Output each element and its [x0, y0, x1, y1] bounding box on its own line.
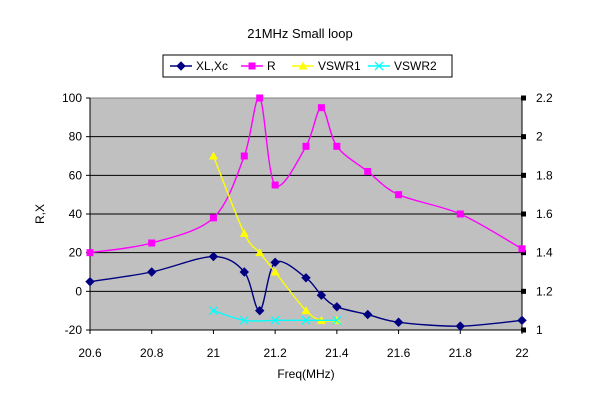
legend-swatch-marker [248, 62, 256, 70]
data-point-xl-xc [455, 321, 465, 331]
y2-tick-label: 2.2 [536, 91, 553, 105]
legend-swatch-marker [374, 61, 384, 71]
legend-swatch-marker [298, 61, 308, 70]
data-point-r [395, 191, 403, 199]
x-tick-label: 22 [515, 346, 529, 360]
legend-entry-xl-xc: XL,Xc [170, 59, 228, 73]
data-point-xl-xc [316, 290, 327, 300]
y2-tick-mark [521, 95, 526, 101]
x-axis-title: Freq(MHz) [277, 367, 334, 381]
data-point-r [364, 167, 372, 175]
data-point-r [209, 214, 217, 222]
y2-tick-mark [521, 172, 526, 178]
x-tick-label: 20.6 [78, 346, 102, 360]
gridlines [90, 136, 522, 292]
x-tick-label: 21.4 [325, 346, 349, 360]
data-point-vswr1 [239, 228, 249, 237]
data-point-xl-xc [332, 302, 342, 312]
y-tick-label: -20 [65, 323, 83, 337]
x-axis-ticks: 20.6 20.8 21 21.2 21.4 21.6 21.8 22 [78, 330, 529, 360]
data-point-r [271, 181, 279, 189]
legend-label: VSWR2 [394, 59, 437, 73]
data-point-xl-xc [239, 267, 249, 277]
legend-label: XL,Xc [196, 59, 228, 73]
data-point-xl-xc [393, 317, 404, 327]
y2-tick-mark [521, 250, 526, 256]
legend: XL,Xc R VSWR1 VSWR2 [162, 54, 453, 78]
data-point-xl-xc [85, 276, 95, 287]
y2-tick-label: 1.8 [536, 168, 553, 182]
data-point-vswr1 [301, 306, 311, 315]
y2-tick-label: 1.2 [536, 284, 553, 298]
data-point-xl-xc [208, 251, 219, 262]
x-tick-label: 21.6 [387, 346, 411, 360]
series-r [86, 94, 526, 257]
data-point-r [86, 249, 94, 257]
data-point-r [333, 142, 341, 150]
y2-tick-mark [521, 327, 526, 333]
data-point-vswr2 [301, 315, 311, 325]
data-point-r [148, 239, 156, 247]
data-point-r [317, 104, 325, 112]
series-xl-xc [85, 251, 527, 331]
data-point-vswr2 [332, 315, 342, 325]
data-point-r [456, 210, 464, 218]
legend-swatch-marker [176, 61, 186, 71]
x-tick-label: 21.2 [263, 346, 287, 360]
y-axis-right-ticks: 1 1.2 1.4 1.6 1.8 2 2.2 [521, 91, 553, 337]
data-point-xl-xc [255, 305, 265, 316]
y2-tick-label: 1.4 [536, 246, 553, 260]
series-layer [85, 94, 527, 331]
data-point-vswr2 [270, 315, 280, 325]
y-tick-label: 20 [69, 246, 83, 260]
y-axis-left-ticks: -20 0 20 40 60 80 100 [62, 91, 90, 337]
y2-tick-label: 2 [536, 130, 543, 144]
y2-tick-mark [521, 134, 526, 140]
data-point-xl-xc [363, 309, 373, 320]
legend-entry-vswr2: VSWR2 [368, 59, 437, 73]
x-tick-label: 20.8 [140, 346, 164, 360]
data-point-xl-xc [147, 267, 157, 277]
legend-label: VSWR1 [318, 59, 361, 73]
y2-tick-label: 1.6 [536, 207, 553, 221]
y-tick-label: 100 [62, 91, 82, 105]
y2-tick-mark [521, 288, 526, 294]
y-tick-label: 0 [75, 284, 82, 298]
legend-entry-r: R [241, 59, 276, 73]
data-point-xl-xc [270, 257, 280, 268]
data-point-r [518, 245, 526, 253]
data-point-vswr2 [239, 315, 249, 325]
legend-label: R [267, 59, 276, 73]
y2-tick-mark [521, 211, 526, 217]
y-axis-title: R,X [33, 204, 47, 224]
x-tick-label: 21.8 [449, 346, 473, 360]
legend-entry-vswr1: VSWR1 [292, 59, 361, 73]
data-point-r [256, 94, 264, 102]
data-point-vswr1 [208, 151, 218, 160]
data-point-r [302, 142, 310, 150]
chart-title: 21MHz Small loop [247, 26, 353, 41]
y-tick-label: 40 [69, 207, 83, 221]
data-point-vswr1 [270, 267, 280, 276]
data-point-vswr2 [208, 306, 218, 316]
y2-tick-label: 1 [536, 323, 543, 337]
y-tick-label: 60 [69, 168, 83, 182]
x-tick-label: 21 [207, 346, 221, 360]
data-point-vswr1 [255, 248, 265, 257]
series-vswr2 [208, 306, 342, 325]
data-point-xl-xc [301, 273, 311, 283]
data-point-xl-xc [517, 315, 527, 326]
data-point-r [240, 152, 248, 160]
y-tick-label: 80 [69, 130, 83, 144]
